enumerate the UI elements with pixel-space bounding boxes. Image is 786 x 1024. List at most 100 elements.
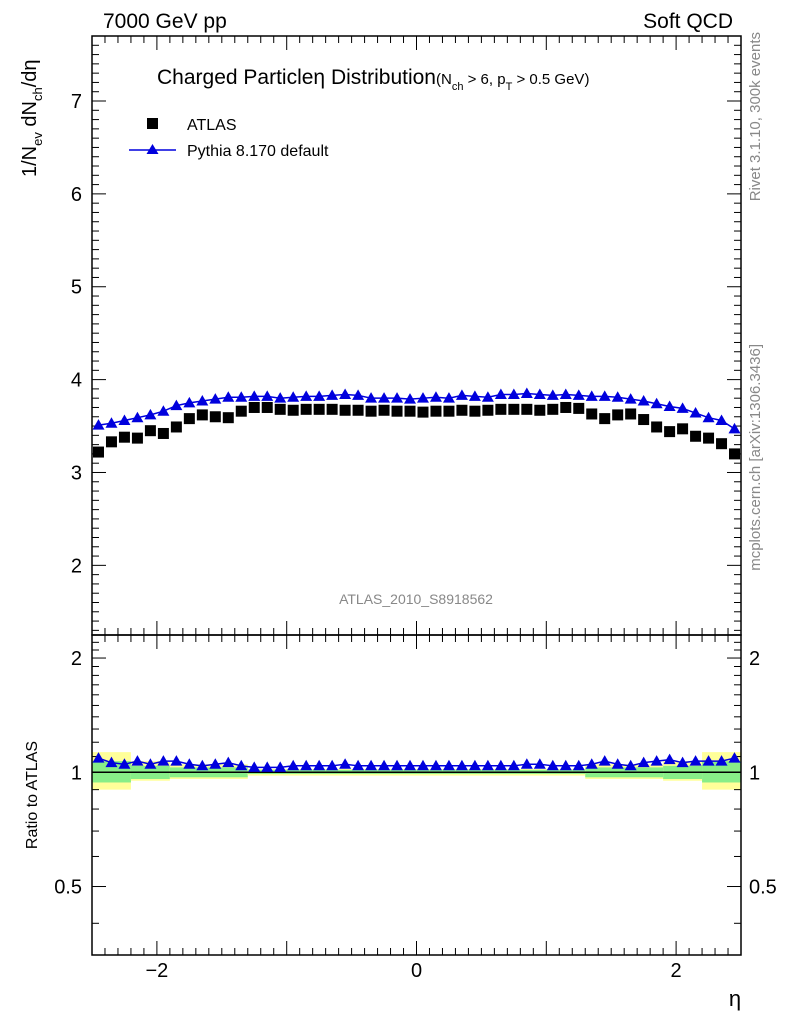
atlas-point <box>92 446 104 458</box>
ratio-pythia-point <box>105 756 118 768</box>
x-tick-label: 2 <box>671 960 682 982</box>
legend-pythia-marker <box>146 144 159 154</box>
pythia-point <box>507 388 520 399</box>
atlas-point <box>534 404 546 416</box>
pythia-point <box>222 391 235 402</box>
pythia-point <box>442 392 455 403</box>
pythia-point <box>287 391 300 402</box>
atlas-point <box>183 413 195 425</box>
pythia-point <box>365 392 378 403</box>
atlas-point <box>274 403 286 415</box>
atlas-point <box>638 414 650 426</box>
pythia-point <box>391 392 404 403</box>
ratio-pythia-point <box>391 759 404 771</box>
atlas-point <box>443 405 455 417</box>
ratio-pythia-point <box>637 756 650 768</box>
ratio-pythia-point <box>365 759 378 771</box>
ratio-pythia-point <box>559 759 572 771</box>
ratio-pythia-point <box>676 756 689 768</box>
ratio-pythia-point <box>170 755 183 766</box>
ratio-tick-label-right: 2 <box>749 648 760 670</box>
pythia-point <box>404 393 417 404</box>
ratio-pythia-point <box>183 758 196 769</box>
ratio-pythia-point <box>235 759 248 771</box>
pythia-point <box>326 389 339 400</box>
ratio-pythia-point <box>248 761 261 772</box>
atlas-point <box>417 406 429 418</box>
ratio-pythia-point <box>546 759 559 771</box>
ratio-tick-label-right: 0.5 <box>749 877 777 899</box>
pythia-point <box>546 389 559 400</box>
ratio-pythia-point <box>520 758 533 769</box>
data-marks <box>92 387 741 772</box>
pythia-point <box>494 388 507 399</box>
atlas-point <box>586 408 598 420</box>
ratio-pythia-point <box>572 759 585 771</box>
ratio-pythia-point <box>209 758 222 769</box>
pythia-point <box>105 417 118 428</box>
x-axis-label: η <box>729 986 741 1011</box>
ratio-pythia-point <box>585 758 598 769</box>
atlas-point <box>196 409 208 421</box>
header-left: 7000 GeV pp <box>103 10 227 33</box>
pythia-point <box>261 390 274 401</box>
ratio-pythia-point <box>404 759 417 771</box>
atlas-point <box>365 405 377 417</box>
atlas-point <box>235 405 247 417</box>
ratio-pythia-point <box>598 755 611 766</box>
pythia-point <box>611 391 624 402</box>
ratio-tick-label-right: 1 <box>749 762 760 784</box>
pythia-point <box>728 422 741 434</box>
atlas-point <box>144 425 156 437</box>
ratio-tick-label-left: 0.5 <box>54 877 82 899</box>
y-tick-label: 7 <box>71 91 82 113</box>
pythia-point <box>676 402 689 413</box>
pythia-point <box>702 411 715 423</box>
atlas-point <box>131 432 143 444</box>
atlas-point <box>625 408 637 420</box>
atlas-point <box>456 404 468 416</box>
atlas-point <box>378 404 390 416</box>
atlas-point <box>651 421 663 433</box>
pythia-point <box>118 414 131 425</box>
ratio-pythia-point <box>429 759 442 771</box>
pythia-point <box>274 392 287 403</box>
pythia-point <box>533 388 546 399</box>
pythia-point <box>624 393 637 404</box>
ratio-tick-label-left: 1 <box>71 762 82 784</box>
atlas-point <box>573 402 585 414</box>
pythia-point <box>209 393 222 404</box>
ratio-pythia-point <box>689 755 702 766</box>
ratio-pythia-point <box>196 759 209 771</box>
atlas-point <box>248 401 260 413</box>
ratio-pythia-point <box>287 759 300 771</box>
ratio-pythia-point <box>442 759 455 771</box>
ratio-pythia-point <box>274 761 287 772</box>
pythia-point <box>481 391 494 402</box>
atlas-point <box>664 426 676 438</box>
atlas-point <box>599 413 611 425</box>
pythia-point <box>585 390 598 401</box>
atlas-point <box>222 412 234 424</box>
pythia-point <box>157 405 170 416</box>
pythia-point <box>131 411 144 423</box>
atlas-point <box>209 411 221 423</box>
pythia-point <box>429 391 442 402</box>
ratio-pythia-point <box>118 758 131 769</box>
ratio-y-axis-label: Ratio to ATLAS <box>24 741 41 849</box>
atlas-point <box>313 403 325 415</box>
mcplots-label: mcplots.cern.ch [arXiv:1306.3436] <box>747 344 764 571</box>
ratio-pythia-point <box>416 759 429 771</box>
pythia-point <box>689 407 702 418</box>
atlas-point <box>508 403 520 415</box>
atlas-point <box>157 427 169 439</box>
ratio-pythia-point <box>157 755 170 766</box>
atlas-point <box>430 405 442 417</box>
ratio-pythia-point <box>326 759 339 771</box>
ratio-pythia-point <box>92 752 105 763</box>
ratio-pythia-point <box>715 755 728 766</box>
atlas-point <box>391 405 403 417</box>
ratio-pythia-point <box>352 759 365 771</box>
ratio-pythia-point <box>494 759 507 771</box>
